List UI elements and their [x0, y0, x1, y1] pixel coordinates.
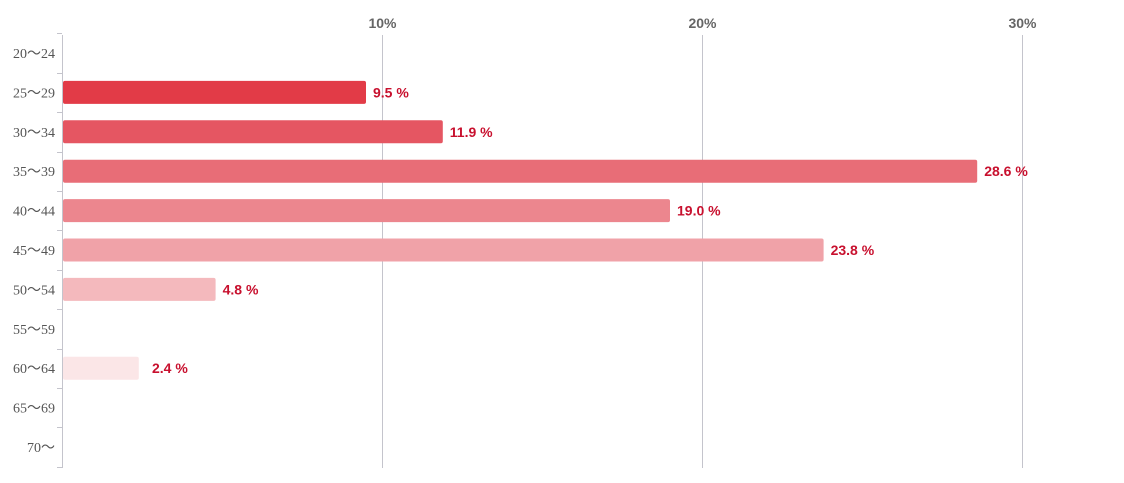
category-label: 30〜34	[13, 126, 55, 141]
bar-35〜39	[63, 159, 978, 183]
bar-45〜49	[63, 238, 824, 262]
data-label: 28.6 %	[984, 163, 1028, 179]
data-label: 23.8 %	[831, 242, 875, 258]
x-tick-label: 20%	[688, 15, 717, 31]
axis-layer: 10% 20% 30% 20〜24 25〜29 30〜34 35〜39 40〜44 45〜49 5…	[13, 15, 1037, 468]
category-label: 50〜54	[13, 283, 55, 298]
label-layer: 9.5 % 11.9 % 28.6 % 19.0 % 23.8 % 4.8 % 2.4 %	[152, 84, 1028, 376]
category-label: 45〜49	[13, 244, 55, 259]
category-label: 25〜29	[13, 86, 55, 101]
category-label: 60〜64	[13, 362, 55, 377]
category-label: 65〜69	[13, 402, 55, 417]
bar-25〜29	[63, 80, 366, 104]
bar-60〜64	[63, 356, 139, 380]
category-label: 70〜	[27, 441, 55, 456]
category-label: 20〜24	[13, 47, 55, 62]
bar-layer	[63, 80, 978, 380]
data-label: 19.0 %	[677, 203, 721, 219]
bar-30〜34	[63, 120, 443, 144]
data-label: 2.4 %	[152, 360, 188, 376]
data-label: 11.9 %	[450, 124, 493, 140]
category-label: 55〜59	[13, 323, 55, 338]
x-tick-label: 30%	[1008, 15, 1037, 31]
category-label: 40〜44	[13, 205, 55, 220]
category-label: 35〜39	[13, 165, 55, 180]
bar-40〜44	[63, 199, 670, 223]
data-label: 4.8 %	[223, 281, 259, 297]
data-label: 9.5 %	[373, 84, 409, 100]
x-tick-label: 10%	[368, 15, 397, 31]
bar-50〜54	[63, 277, 216, 301]
